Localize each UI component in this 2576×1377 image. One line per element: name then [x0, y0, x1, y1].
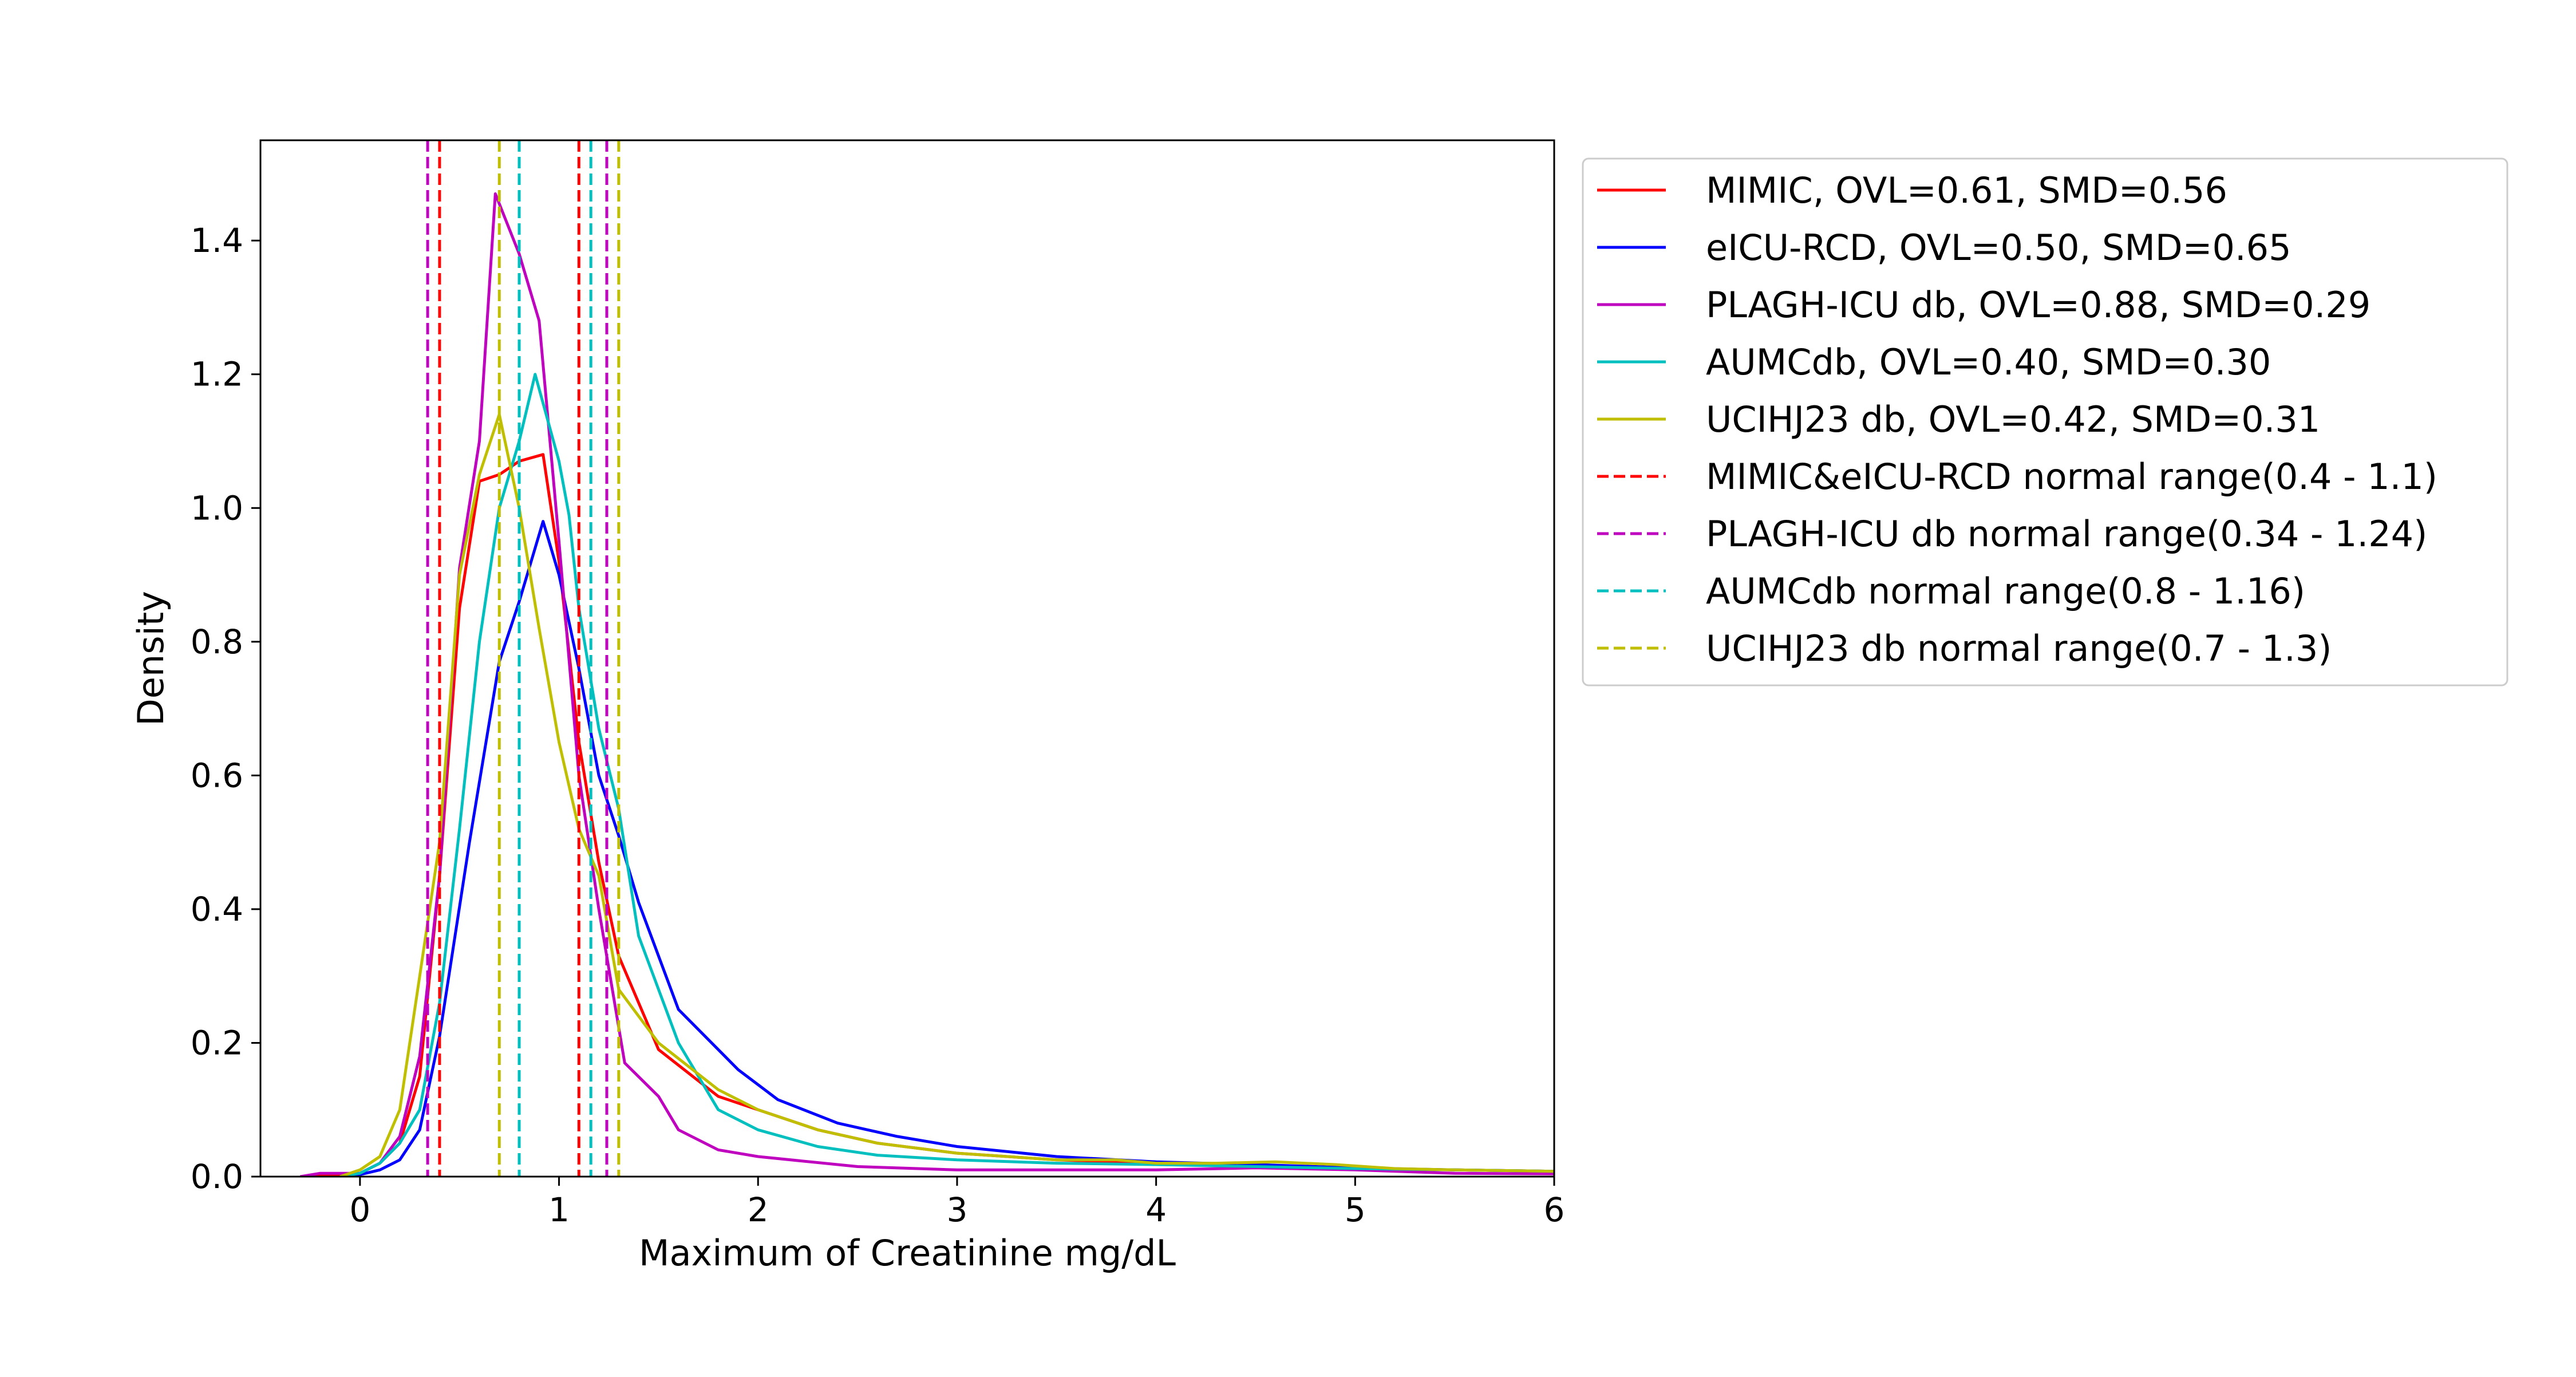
series-line-eicu-rcd	[339, 520, 1554, 1177]
y-tick-label: 0.6	[191, 756, 243, 795]
legend-label: MIMIC&eICU-RCD normal range(0.4 - 1.1)	[1706, 456, 2437, 498]
plot-frame	[259, 139, 1555, 1178]
series-line-aumcdb	[339, 373, 1554, 1177]
y-axis-ticks: 0.0 0.2 0.4 0.6 0.8 1.0 1.2 1.4	[191, 221, 260, 1196]
series-line-mimic	[300, 453, 1554, 1177]
y-tick-label: 1.0	[191, 488, 243, 527]
x-tick-label: 0	[349, 1190, 370, 1229]
x-tick-label: 2	[748, 1190, 769, 1229]
x-tick-label: 6	[1544, 1190, 1565, 1229]
legend: MIMIC, OVL=0.61, SMD=0.56 eICU-RCD, OVL=0…	[1582, 157, 2508, 686]
series-line-plagh-icu-db	[300, 192, 1554, 1177]
legend-label: MIMIC, OVL=0.61, SMD=0.56	[1706, 169, 2227, 211]
legend-frame	[1582, 157, 2508, 686]
legend-label: PLAGH-ICU db, OVL=0.88, SMD=0.29	[1706, 284, 2370, 326]
plot-lines	[300, 140, 1554, 1177]
legend-label: UCIHJ23 db normal range(0.7 - 1.3)	[1706, 628, 2332, 669]
y-tick-label: 1.4	[191, 221, 243, 260]
legend-label: AUMCdb normal range(0.8 - 1.16)	[1706, 570, 2305, 612]
legend-label: PLAGH-ICU db normal range(0.34 - 1.24)	[1706, 513, 2427, 555]
x-tick-label: 3	[946, 1190, 967, 1229]
series-line-ucihj23-db	[339, 413, 1554, 1177]
y-tick-label: 0.2	[191, 1023, 243, 1062]
legend-label: eICU-RCD, OVL=0.50, SMD=0.65	[1706, 227, 2291, 269]
y-tick-label: 0.4	[191, 890, 243, 929]
x-axis-ticks: 0 1 2 3 4 5 6	[349, 1177, 1564, 1229]
legend-label: AUMCdb, OVL=0.40, SMD=0.30	[1706, 341, 2271, 383]
legend-label: UCIHJ23 db, OVL=0.42, SMD=0.31	[1706, 398, 2320, 440]
x-tick-label: 1	[548, 1190, 570, 1229]
y-tick-label: 1.2	[191, 355, 243, 394]
y-tick-label: 0.8	[191, 622, 243, 661]
y-axis-title: Density	[130, 591, 172, 726]
x-tick-label: 5	[1345, 1190, 1366, 1229]
x-axis-title: Maximum of Creatinine mg/dL	[639, 1232, 1176, 1274]
x-tick-label: 4	[1145, 1190, 1167, 1229]
y-tick-label: 0.0	[191, 1157, 243, 1196]
